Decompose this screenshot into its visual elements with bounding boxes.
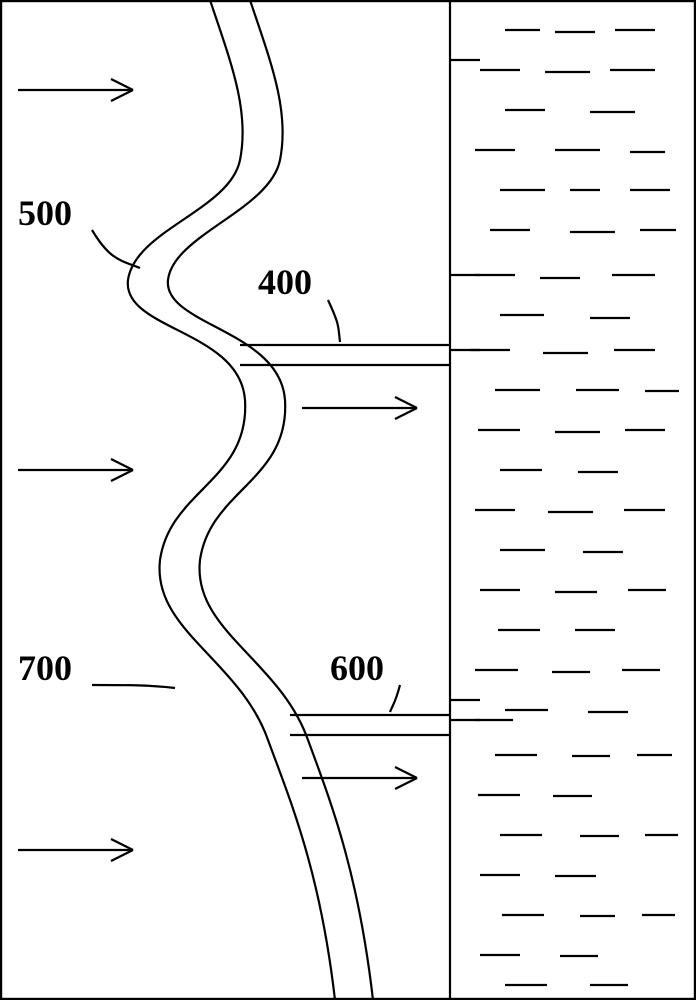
label-600: 600 xyxy=(330,648,384,688)
label-400: 400 xyxy=(258,262,312,302)
flow-arrows xyxy=(18,79,417,861)
label-700: 700 xyxy=(18,648,72,688)
leader-lines xyxy=(92,230,400,712)
label-500: 500 xyxy=(18,193,72,233)
diagram-svg: 500 400 700 600 xyxy=(0,0,696,1000)
divider-ticks xyxy=(450,60,480,720)
hatching-dashes xyxy=(470,30,679,985)
wavy-band-right-edge xyxy=(168,0,373,1000)
